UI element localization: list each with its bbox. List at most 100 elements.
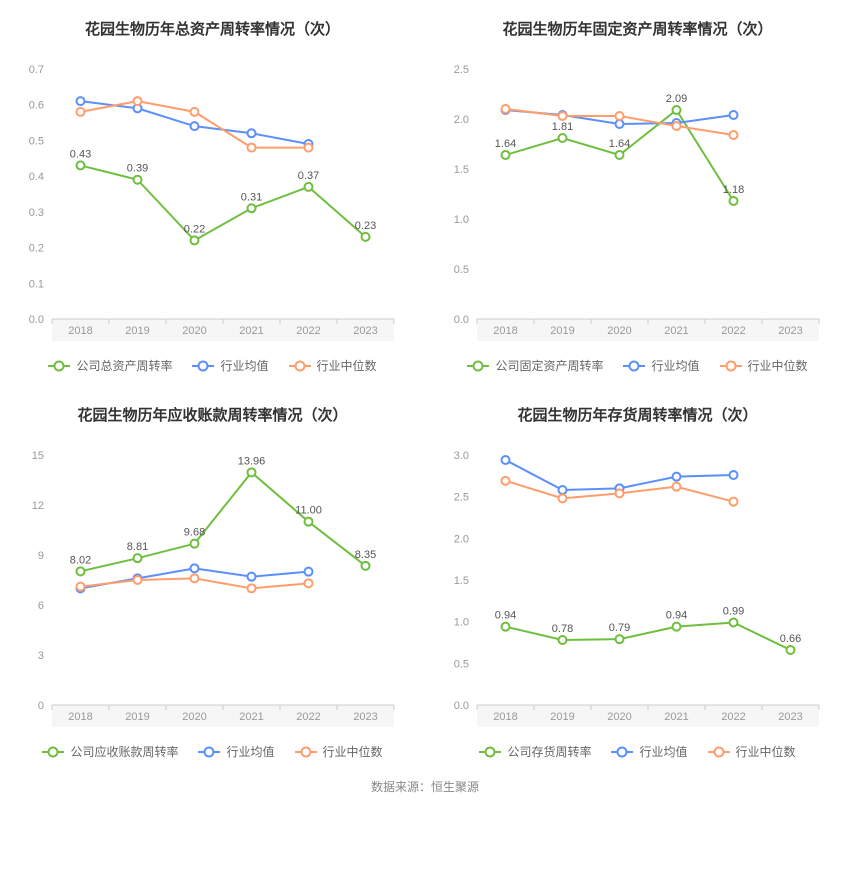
series-marker-company (616, 635, 624, 643)
x-tick-label: 2023 (353, 711, 377, 723)
y-tick-label: 0.4 (29, 171, 44, 183)
x-tick-label: 2018 (493, 711, 517, 723)
series-marker-industry_median (77, 583, 85, 591)
legend-item-industry_mean: 行业均值 (611, 743, 687, 760)
chart-title: 花园生物历年应收账款周转率情况（次） (77, 404, 347, 425)
series-marker-company (559, 134, 567, 142)
data-label: 13.96 (238, 455, 266, 467)
series-marker-industry_median (134, 97, 142, 105)
series-marker-company (673, 623, 681, 631)
y-tick-label: 2.5 (454, 64, 469, 76)
legend-label: 公司存货周转率 (507, 743, 591, 760)
x-tick-label: 2022 (721, 325, 745, 337)
data-label: 0.37 (298, 170, 319, 182)
series-marker-company (730, 197, 738, 205)
series-marker-industry_median (248, 584, 256, 592)
chart-panel-fixed_asset_turnover: 花园生物历年固定资产周转率情况（次）0.00.51.01.52.02.52018… (437, 12, 838, 374)
legend-swatch-icon (48, 361, 70, 371)
x-tick-label: 2019 (550, 711, 574, 723)
series-marker-company (730, 619, 738, 627)
x-tick-label: 2021 (239, 711, 263, 723)
x-tick-label: 2019 (125, 711, 149, 723)
x-tick-label: 2020 (607, 711, 631, 723)
series-marker-industry_mean (502, 456, 510, 464)
series-marker-company (502, 623, 510, 631)
chart-panel-receivables_turnover: 花园生物历年应收账款周转率情况（次）0369121520182019202020… (12, 398, 413, 760)
series-marker-company (134, 554, 142, 562)
legend-item-company: 公司固定资产周转率 (467, 357, 603, 374)
data-label: 0.43 (70, 148, 91, 160)
legend-swatch-icon (623, 361, 645, 371)
y-tick-label: 0.0 (454, 314, 469, 326)
series-marker-industry_median (730, 498, 738, 506)
series-marker-industry_mean (616, 120, 624, 128)
chart-svg: 0.00.51.01.52.02.52018201920202021202220… (437, 49, 837, 349)
data-label: 0.22 (184, 223, 205, 235)
series-marker-industry_mean (248, 573, 256, 581)
series-marker-industry_mean (248, 129, 256, 137)
legend-label: 行业均值 (220, 357, 268, 374)
series-marker-company (502, 151, 510, 159)
legend: 公司存货周转率 行业均值 行业中位数 (479, 743, 795, 760)
data-label: 1.81 (552, 121, 573, 133)
series-marker-company (559, 636, 567, 644)
series-marker-company (673, 106, 681, 114)
legend-item-industry_mean: 行业均值 (623, 357, 699, 374)
y-tick-label: 0.0 (29, 314, 44, 326)
series-marker-company (305, 518, 313, 526)
data-label: 0.79 (609, 622, 630, 634)
legend-item-industry_mean: 行业均值 (198, 743, 274, 760)
series-marker-industry_median (305, 579, 313, 587)
x-tick-label: 2020 (607, 325, 631, 337)
legend-swatch-icon (295, 747, 317, 757)
data-label: 8.02 (70, 554, 91, 566)
legend-swatch-icon (42, 747, 64, 757)
chart-wrap: 0.00.10.20.30.40.50.60.72018201920202021… (12, 49, 413, 349)
y-tick-label: 0.6 (29, 100, 44, 112)
series-marker-industry_median (559, 112, 567, 120)
y-tick-label: 0.5 (454, 658, 469, 670)
series-marker-industry_median (559, 494, 567, 502)
x-tick-label: 2018 (68, 711, 92, 723)
legend-swatch-icon (720, 361, 742, 371)
series-marker-industry_mean (305, 568, 313, 576)
legend-label: 行业中位数 (748, 357, 808, 374)
legend-item-industry_median: 行业中位数 (289, 357, 377, 374)
y-tick-label: 1.0 (454, 617, 469, 629)
data-label: 11.00 (295, 505, 322, 517)
chart-wrap: 0.00.51.01.52.02.52018201920202021202220… (437, 49, 838, 349)
y-tick-label: 0.3 (29, 207, 44, 219)
series-marker-industry_median (616, 112, 624, 120)
data-label: 0.23 (355, 220, 376, 232)
series-marker-industry_median (77, 108, 85, 116)
series-marker-company (787, 646, 795, 654)
data-label: 9.68 (184, 527, 205, 539)
y-tick-label: 0.5 (454, 264, 469, 276)
y-tick-label: 3 (38, 650, 44, 662)
y-tick-label: 9 (38, 550, 44, 562)
chart-title: 花园生物历年存货周转率情况（次） (517, 404, 757, 425)
series-line-company (506, 623, 791, 651)
legend-swatch-icon (611, 747, 633, 757)
x-tick-label: 2018 (493, 325, 517, 337)
data-label: 0.94 (666, 610, 687, 622)
series-marker-industry_median (191, 108, 199, 116)
y-tick-label: 3.0 (454, 450, 469, 462)
data-label: 1.64 (495, 138, 516, 150)
series-marker-industry_median (502, 105, 510, 113)
data-label: 0.66 (780, 633, 801, 645)
series-marker-company (191, 236, 199, 244)
series-marker-industry_mean (673, 473, 681, 481)
legend-label: 行业中位数 (317, 357, 377, 374)
legend-label: 公司应收账款周转率 (70, 743, 178, 760)
legend: 公司应收账款周转率行业均值行业中位数 (42, 743, 382, 760)
series-marker-company (616, 151, 624, 159)
legend-label: 行业中位数 (736, 743, 796, 760)
chart-panel-total_asset_turnover: 花园生物历年总资产周转率情况（次）0.00.10.20.30.40.50.60.… (12, 12, 413, 374)
series-marker-company (77, 567, 85, 575)
legend-item-industry_median: 行业中位数 (708, 743, 796, 760)
legend-label: 行业均值 (651, 357, 699, 374)
chart-title: 花园生物历年固定资产周转率情况（次） (502, 18, 772, 39)
legend-label: 公司总资产周转率 (76, 357, 172, 374)
y-tick-label: 1.0 (454, 214, 469, 226)
